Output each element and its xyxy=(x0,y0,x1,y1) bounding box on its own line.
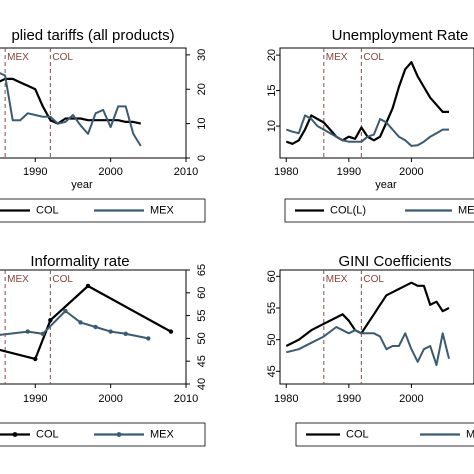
y-tick-label: 65 xyxy=(196,264,208,276)
y-tick-label: 55 xyxy=(266,302,278,314)
x-tick-label: 2000 xyxy=(98,166,122,178)
x-tick-label: 2000 xyxy=(399,166,423,178)
legend-label-col: COL xyxy=(36,428,59,440)
legend-marker-mex xyxy=(116,432,122,437)
chart-title: Unemployment Rate xyxy=(332,27,469,44)
data-point-col xyxy=(48,317,53,323)
y-tick-label: 40 xyxy=(196,378,208,390)
x-tick-label: 2010 xyxy=(174,166,198,178)
data-point-mex xyxy=(146,336,151,341)
x-tick-label: 1990 xyxy=(337,166,361,178)
chart-panel-4: GINI Coefficients MEX COL 45 50 55 60 1980 1990 2… xyxy=(266,253,474,447)
legend-marker-col xyxy=(12,432,18,437)
event-label-mex: MEX xyxy=(326,274,348,285)
event-label-mex: MEX xyxy=(326,52,348,63)
event-label-col: COL xyxy=(52,274,73,285)
y-tick-label: 30 xyxy=(196,49,208,61)
series-line-mex xyxy=(0,72,142,147)
plot-frame xyxy=(0,47,187,159)
legend-label-mex: MEX xyxy=(150,428,175,440)
x-tick-label: 2010 xyxy=(174,393,198,405)
legend-label-mex: ME xyxy=(458,204,474,216)
chart-panel-1: plied tariffs (all products) MEX COL 0 10 20 3… xyxy=(0,27,208,223)
legend-box xyxy=(284,198,474,223)
chart-panel-2: Unemployment Rate MEX COL 10 15 20 1980 1990 200… xyxy=(266,27,474,223)
y-tick-label: 15 xyxy=(266,84,278,96)
series-line-col xyxy=(285,281,450,347)
series-line-col xyxy=(0,77,142,125)
y-tick-label: 20 xyxy=(196,83,208,95)
y-tick-label: 45 xyxy=(196,355,208,367)
plot-frame xyxy=(0,269,187,385)
legend-box xyxy=(295,422,474,447)
x-tick-label: 2000 xyxy=(98,393,122,405)
series-line-mex xyxy=(286,326,450,366)
y-tick-label: 50 xyxy=(196,332,208,344)
x-tick-label: 1980 xyxy=(274,393,298,405)
legend-label-col: COL(L) xyxy=(330,204,366,216)
y-tick-label: 45 xyxy=(266,365,278,377)
legend-label-mex: MEX xyxy=(150,204,175,216)
y-tick-label: 60 xyxy=(196,287,208,299)
x-tick-label: 1990 xyxy=(23,393,47,405)
x-axis-label: year xyxy=(71,179,93,191)
legend-label-col: COL xyxy=(36,204,59,216)
event-label-col: COL xyxy=(52,52,73,63)
y-tick-label: 10 xyxy=(196,118,208,130)
y-tick-label: 60 xyxy=(266,270,278,282)
y-tick-label: 20 xyxy=(266,49,278,61)
x-tick-label: 1990 xyxy=(23,166,47,178)
y-tick-label: 0 xyxy=(196,155,208,161)
chart-title: plied tariffs (all products) xyxy=(11,27,174,44)
series-line-col xyxy=(0,284,172,360)
data-point-col xyxy=(33,356,38,362)
y-tick-label: 10 xyxy=(266,120,278,132)
data-point-mex xyxy=(40,331,46,337)
data-point-mex xyxy=(93,324,98,330)
event-label-mex: MEX xyxy=(7,274,29,285)
data-point-col xyxy=(168,329,174,334)
legend-label-col: COL xyxy=(346,428,369,440)
y-tick-label: 50 xyxy=(266,334,278,346)
plot-frame xyxy=(279,269,474,385)
x-axis-label: year xyxy=(375,179,397,191)
chart-title: GINI Coefficients xyxy=(338,253,451,270)
series-line-col xyxy=(285,61,449,145)
data-point-col xyxy=(85,283,91,289)
event-label-mex: MEX xyxy=(7,52,29,63)
data-point-mex xyxy=(123,331,128,337)
x-tick-label: 1980 xyxy=(274,166,298,178)
event-label-col: COL xyxy=(363,52,384,63)
series-line-mex xyxy=(285,114,449,147)
chart-title: Informality rate xyxy=(30,253,129,270)
y-tick-label: 55 xyxy=(196,309,208,321)
x-tick-label: 1990 xyxy=(337,393,361,405)
data-point-mex xyxy=(25,329,30,334)
x-tick-label: 2000 xyxy=(399,393,423,405)
legend-label-mex: M xyxy=(466,428,474,440)
data-point-mex xyxy=(63,308,68,314)
data-point-mex xyxy=(108,329,113,334)
event-label-col: COL xyxy=(363,274,384,285)
plot-frame xyxy=(279,47,474,159)
data-point-mex xyxy=(78,320,83,325)
